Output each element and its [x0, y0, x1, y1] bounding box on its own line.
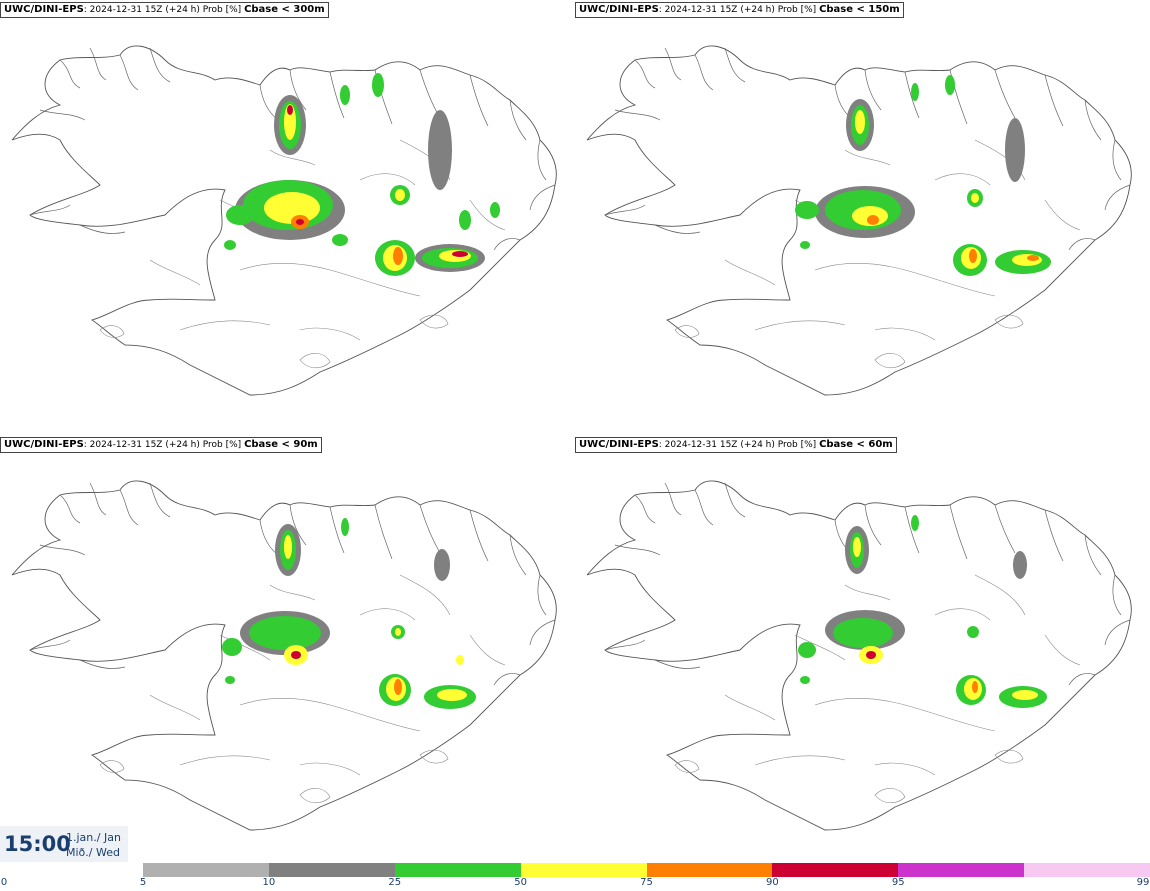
colorbar-segment — [646, 863, 773, 877]
panel-title: UWC/DINI-EPS: 2024-12-31 15Z (+24 h) Pro… — [575, 437, 897, 453]
model-name: UWC/DINI-EPS — [579, 439, 659, 450]
valid-date: 1.jan./ Jan Mið./ Wed — [66, 830, 121, 860]
panel-title: UWC/DINI-EPS: 2024-12-31 15Z (+24 h) Pro… — [0, 437, 322, 453]
colorbar-segment — [143, 863, 270, 877]
colorbar-ticks: 0 5 10 25 50 75 90 95 99 — [0, 877, 1150, 891]
map-panel-cbase-150: UWC/DINI-EPS: 2024-12-31 15Z (+24 h) Pro… — [575, 0, 1150, 430]
iceland-map-300 — [11, 45, 557, 396]
colorbar-tick-label: 90 — [766, 877, 779, 888]
valid-date-line2: Mið./ Wed — [66, 846, 120, 859]
colorbar-tick-label: 10 — [262, 877, 276, 888]
valid-time-box: 15:00 1.jan./ Jan Mið./ Wed — [0, 826, 128, 862]
run-meta: 2024-12-31 15Z (+24 h) Prob [%] — [89, 5, 242, 15]
colorbar-tick-label: 0 — [0, 877, 8, 888]
colorbar-tick-label: 5 — [139, 877, 147, 888]
model-name: UWC/DINI-EPS — [4, 439, 84, 450]
colorbar-segment — [1024, 863, 1150, 877]
panel-title: UWC/DINI-EPS: 2024-12-31 15Z (+24 h) Pro… — [575, 2, 904, 18]
map-panel-cbase-300: UWC/DINI-EPS: 2024-12-31 15Z (+24 h) Pro… — [0, 0, 575, 430]
probability-field — [798, 515, 1047, 708]
iceland-map-150 — [586, 45, 1132, 396]
run-meta: 2024-12-31 15Z (+24 h) Prob [%] — [664, 5, 817, 15]
colorbar-tick-label: 95 — [891, 877, 905, 888]
colorbar-tick-label: 25 — [388, 877, 402, 888]
colorbar-segment — [268, 863, 396, 877]
probability-field — [224, 73, 500, 276]
probability-field — [222, 518, 476, 709]
iceland-map-90 — [11, 480, 557, 831]
valid-time: 15:00 — [4, 832, 71, 856]
model-name: UWC/DINI-EPS — [579, 4, 659, 15]
colorbar-tick-label: 50 — [514, 877, 527, 888]
parameter-label: Cbase < 150m — [819, 4, 900, 15]
colorbar-segment — [898, 863, 1025, 877]
colorbar-segment — [394, 863, 522, 877]
run-meta: 2024-12-31 15Z (+24 h) Prob [%] — [89, 440, 242, 450]
map-panel-cbase-90: UWC/DINI-EPS: 2024-12-31 15Z (+24 h) Pro… — [0, 435, 575, 865]
panel-title: UWC/DINI-EPS: 2024-12-31 15Z (+24 h) Pro… — [0, 2, 329, 18]
probability-field — [795, 75, 1051, 276]
colorbar-tick-label: 75 — [640, 877, 653, 888]
colorbar-tick-label: 99 — [1136, 877, 1150, 888]
parameter-label: Cbase < 90m — [244, 439, 318, 450]
parameter-label: Cbase < 300m — [244, 4, 325, 15]
valid-date-line1: 1.jan./ Jan — [66, 831, 121, 844]
model-name: UWC/DINI-EPS — [4, 4, 84, 15]
run-meta: 2024-12-31 15Z (+24 h) Prob [%] — [664, 440, 817, 450]
colorbar-segment — [772, 863, 899, 877]
map-panel-cbase-60: UWC/DINI-EPS: 2024-12-31 15Z (+24 h) Pro… — [575, 435, 1150, 865]
iceland-map-60 — [586, 480, 1132, 831]
probability-colorbar — [143, 863, 1150, 877]
colorbar-segment — [520, 863, 647, 877]
parameter-label: Cbase < 60m — [819, 439, 893, 450]
